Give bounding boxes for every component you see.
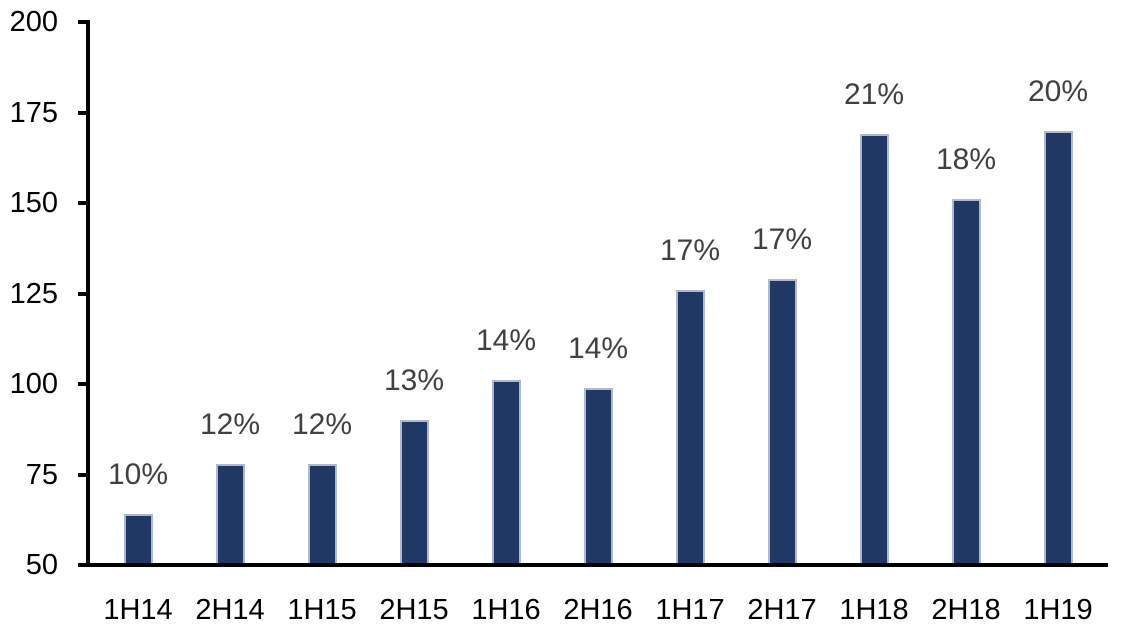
- bar-value-label-2H18: 18%: [935, 143, 997, 176]
- bar-value-label-2H16: 14%: [567, 332, 629, 365]
- y-tick-mark-75: [78, 472, 90, 477]
- y-tick-mark-125: [78, 291, 90, 296]
- x-category-label-1H16: 1H16: [471, 594, 541, 626]
- x-category-label-2H18: 2H18: [931, 594, 1001, 626]
- y-tick-label-150: 150: [9, 187, 58, 219]
- bar-2H17: [767, 279, 797, 565]
- bar-1H15: [307, 464, 337, 565]
- bar-1H16: [491, 380, 521, 565]
- y-tick-mark-50: [78, 563, 90, 567]
- x-category-label-1H18: 1H18: [839, 594, 909, 626]
- x-category-label-1H17: 1H17: [655, 594, 725, 626]
- bar-value-label-2H14: 12%: [199, 408, 261, 441]
- bar-2H15: [399, 420, 429, 565]
- y-tick-mark-100: [78, 382, 90, 386]
- y-tick-label-125: 125: [9, 277, 58, 310]
- y-tick-mark-200: [78, 20, 90, 24]
- bar-value-label-1H17: 17%: [659, 234, 721, 267]
- bar-2H18: [951, 199, 981, 565]
- y-tick-mark-175: [78, 110, 90, 115]
- bar-1H18: [859, 134, 889, 565]
- bar-value-label-1H15: 12%: [291, 408, 353, 441]
- bar-1H14: [123, 514, 153, 565]
- bar-value-label-2H15: 13%: [383, 364, 445, 397]
- bar-value-label-1H19: 20%: [1027, 75, 1089, 108]
- y-tick-label-100: 100: [9, 368, 58, 400]
- y-tick-label-200: 200: [9, 6, 58, 38]
- y-tick-label-75: 75: [25, 458, 58, 491]
- x-axis-line: [86, 563, 1108, 567]
- bar-2H14: [215, 464, 245, 565]
- bar-value-label-1H16: 14%: [475, 324, 537, 357]
- bar-1H17: [675, 290, 705, 565]
- x-category-label-2H16: 2H16: [563, 594, 633, 626]
- bar-value-label-2H17: 17%: [751, 223, 813, 256]
- y-tick-label-50: 50: [25, 549, 58, 581]
- x-category-label-1H19: 1H19: [1023, 594, 1093, 626]
- bar-1H19: [1043, 131, 1073, 565]
- x-category-label-2H17: 2H17: [747, 594, 817, 626]
- y-tick-label-175: 175: [9, 96, 58, 129]
- bar-2H16: [583, 388, 613, 565]
- x-category-label-1H14: 1H14: [103, 594, 173, 626]
- y-tick-mark-150: [78, 201, 90, 205]
- bar-value-label-1H18: 21%: [843, 78, 905, 111]
- x-category-label-1H15: 1H15: [287, 594, 357, 626]
- bar-value-label-1H14: 10%: [107, 458, 169, 491]
- x-category-label-2H15: 2H15: [379, 594, 449, 626]
- x-category-label-2H14: 2H14: [195, 594, 265, 626]
- y-axis-line: [86, 20, 90, 567]
